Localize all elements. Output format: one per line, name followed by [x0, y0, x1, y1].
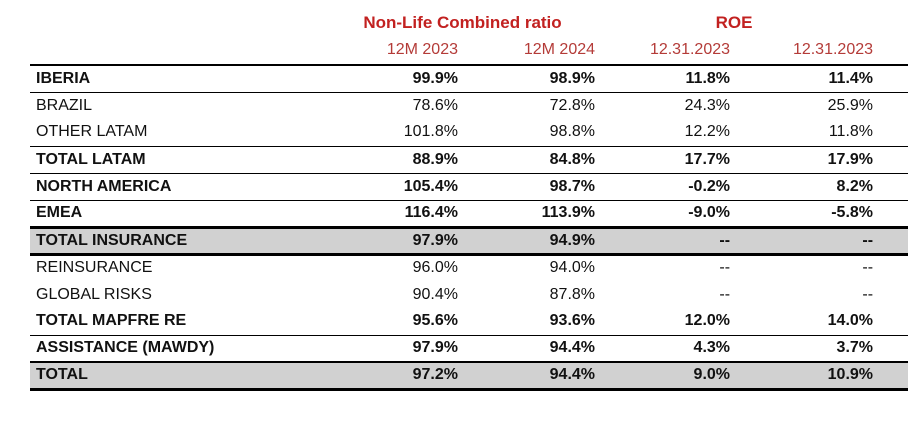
row-label: REINSURANCE — [36, 259, 153, 277]
column-header-12m-2024: 12M 2024 — [458, 38, 596, 66]
column-group-header-row: Non-Life Combined ratio ROE — [30, 8, 908, 38]
cell-value: 99.9% — [330, 65, 458, 93]
cell-value: 25.9% — [827, 96, 874, 114]
table-row-total-insurance: TOTAL INSURANCE 97.9% 94.9% -- -- — [30, 227, 909, 256]
table-row-total-mapfre-re: TOTAL MAPFRE RE 95.6% 93.6% 12.0% 14.0% — [30, 308, 909, 336]
cell-value: -- — [719, 259, 731, 277]
cell-value: 97.9% — [330, 227, 458, 256]
cell-value: 11.4% — [730, 65, 909, 93]
row-label: TOTAL — [30, 362, 330, 391]
cell-value: 94.0% — [549, 259, 596, 277]
row-label: TOTAL INSURANCE — [30, 227, 330, 256]
cell-value: 94.4% — [458, 362, 596, 391]
sub-header-row: 12M 2023 12M 2024 12.31.2023 12.31.2023 — [30, 38, 909, 66]
column-group-non-life-combined-ratio: Non-Life Combined ratio — [363, 13, 562, 32]
column-header-roe-2023-a: 12.31.2023 — [595, 38, 731, 66]
cell-value: 95.6% — [330, 308, 458, 336]
cell-value: 10.9% — [730, 362, 909, 391]
cell-value: 113.9% — [458, 200, 596, 229]
row-label: BRAZIL — [36, 96, 93, 114]
cell-value: 93.6% — [458, 308, 596, 336]
row-label: OTHER LATAM — [30, 119, 330, 147]
cell-value: 4.3% — [595, 335, 731, 363]
cell-value: 3.7% — [730, 335, 909, 363]
cell-value: 98.8% — [458, 119, 596, 147]
cell-value: 88.9% — [330, 146, 458, 174]
cell-value: -- — [730, 227, 909, 256]
cell-value: 116.4% — [330, 200, 458, 229]
cell-value: 90.4% — [412, 285, 458, 303]
cell-value: 97.2% — [330, 362, 458, 391]
cell-value: 17.9% — [730, 146, 909, 174]
table-row-north-america: NORTH AMERICA 105.4% 98.7% -0.2% 8.2% — [30, 173, 909, 201]
cell-value: 9.0% — [595, 362, 731, 391]
cell-value: 14.0% — [730, 308, 909, 336]
corner-spacer — [30, 38, 330, 66]
row-label: ASSISTANCE (MAWDY) — [30, 335, 330, 363]
cell-value: 12.2% — [595, 119, 731, 147]
cell-value: 96.0% — [412, 259, 458, 277]
cell-value: -0.2% — [595, 173, 731, 201]
cell-value: -- — [595, 227, 731, 256]
cell-value: 94.4% — [458, 335, 596, 363]
table-row-emea: EMEA 116.4% 113.9% -9.0% -5.8% — [30, 200, 909, 229]
table-row-reinsurance: REINSURANCE 96.0% 94.0% -- -- — [30, 254, 908, 281]
column-header-roe-2023-b: 12.31.2023 — [730, 38, 909, 66]
cell-value: 24.3% — [684, 96, 731, 114]
row-label: GLOBAL RISKS — [36, 285, 152, 303]
table-row-total: TOTAL 97.2% 94.4% 9.0% 10.9% — [30, 362, 909, 391]
cell-value: 87.8% — [549, 285, 596, 303]
cell-value: -- — [719, 285, 731, 303]
column-group-roe: ROE — [715, 13, 753, 32]
cell-value: 98.7% — [458, 173, 596, 201]
corner-spacer — [30, 8, 330, 38]
cell-value: 94.9% — [458, 227, 596, 256]
cell-value: -9.0% — [595, 200, 731, 229]
cell-value: 78.6% — [412, 96, 458, 114]
row-label: TOTAL LATAM — [30, 146, 330, 174]
cell-value: 97.9% — [330, 335, 458, 363]
table-row-global-risks: GLOBAL RISKS 90.4% 87.8% -- -- — [30, 281, 908, 308]
cell-value: 11.8% — [595, 65, 731, 93]
cell-value: -- — [862, 285, 874, 303]
table-row-total-latam: TOTAL LATAM 88.9% 84.8% 17.7% 17.9% — [30, 146, 909, 174]
table-row-assistance-mawdy: ASSISTANCE (MAWDY) 97.9% 94.4% 4.3% 3.7% — [30, 335, 909, 363]
cell-value: 105.4% — [330, 173, 458, 201]
cell-value: 98.9% — [458, 65, 596, 93]
combined-ratio-roe-table-container: Non-Life Combined ratio ROE 12M 2023 12M… — [30, 8, 909, 391]
column-header-12m-2023: 12M 2023 — [330, 38, 458, 66]
cell-value: 101.8% — [330, 119, 458, 147]
table-row-iberia: IBERIA 99.9% 98.9% 11.8% 11.4% — [30, 65, 909, 93]
cell-value: 8.2% — [730, 173, 909, 201]
table-row-brazil: BRAZIL 78.6% 72.8% 24.3% 25.9% — [30, 92, 908, 119]
row-label: TOTAL MAPFRE RE — [30, 308, 330, 336]
row-label: IBERIA — [30, 65, 330, 93]
cell-value: -5.8% — [730, 200, 909, 229]
row-label: EMEA — [30, 200, 330, 229]
cell-value: 17.7% — [595, 146, 731, 174]
combined-ratio-roe-table: Non-Life Combined ratio ROE 12M 2023 12M… — [30, 8, 909, 391]
cell-value: 12.0% — [595, 308, 731, 336]
cell-value: 84.8% — [458, 146, 596, 174]
cell-value: 72.8% — [549, 96, 596, 114]
table-row-other-latam: OTHER LATAM 101.8% 98.8% 12.2% 11.8% — [30, 119, 909, 147]
row-label: NORTH AMERICA — [30, 173, 330, 201]
cell-value: 11.8% — [730, 119, 909, 147]
cell-value: -- — [862, 259, 874, 277]
